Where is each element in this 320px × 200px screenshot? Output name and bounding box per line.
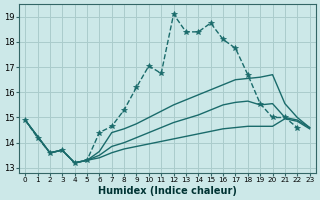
X-axis label: Humidex (Indice chaleur): Humidex (Indice chaleur)	[98, 186, 237, 196]
